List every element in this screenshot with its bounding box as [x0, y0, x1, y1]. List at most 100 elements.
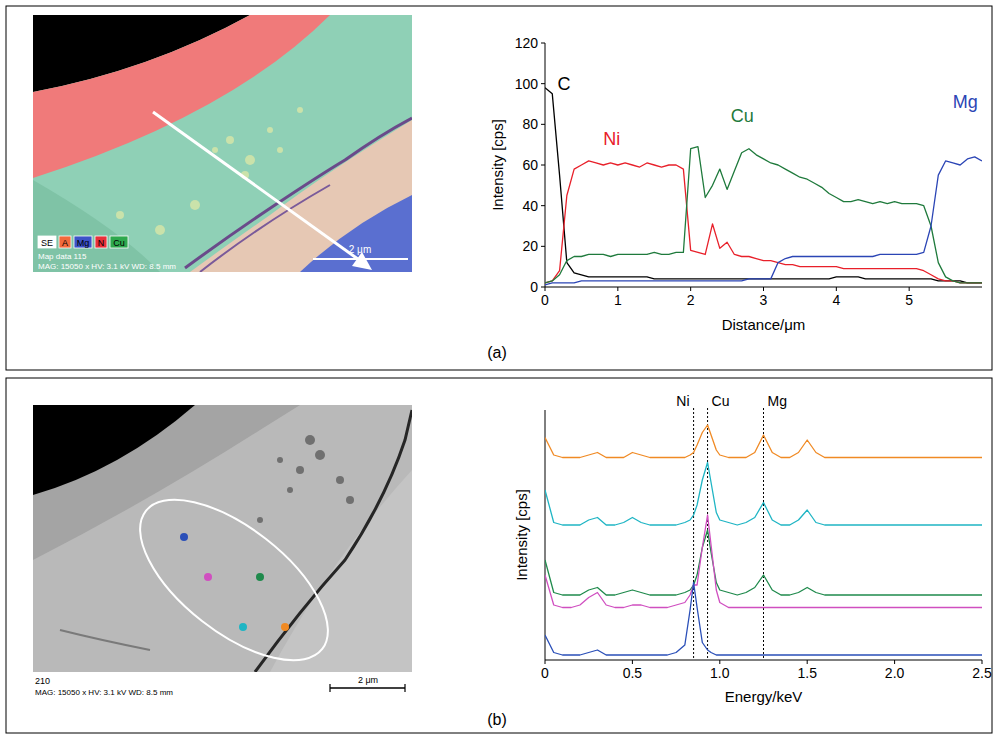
micrograph-b: 210 MAG: 15050 x HV: 3.1 kV WD: 8.5 mm 2 μ… — [33, 405, 412, 697]
series-label: Cu — [731, 106, 754, 126]
crack — [185, 118, 412, 268]
arrow-line — [153, 112, 362, 262]
analysis-spot — [180, 533, 188, 541]
scale-bar-label: 2 μm — [349, 244, 371, 255]
scale-bar — [330, 687, 405, 689]
caption: Map data 115 — [38, 252, 87, 261]
series-line — [545, 583, 982, 656]
scale-bar-label: 2 μm — [358, 675, 378, 685]
image-ground — [33, 15, 412, 272]
reference-line — [693, 408, 694, 660]
y-tick — [541, 83, 545, 84]
map-legend-box — [38, 236, 56, 248]
x-tick — [763, 287, 764, 291]
analysis-spot — [281, 623, 289, 631]
speck — [212, 147, 218, 153]
scale-bar — [313, 258, 408, 260]
speck — [305, 435, 315, 445]
y-axis-title: Intensity [cps] — [489, 119, 506, 211]
region-light — [33, 405, 412, 672]
image-ground — [33, 405, 412, 672]
x-tick-label: 2 — [687, 292, 695, 308]
region-red — [33, 15, 330, 178]
x-tick-label: 2.0 — [885, 665, 905, 681]
series-label: Ni — [603, 129, 620, 149]
speck — [296, 466, 304, 474]
x-tick — [807, 660, 808, 664]
x-tick-label: 0 — [541, 292, 549, 308]
caption: 210 — [35, 676, 50, 686]
y-tick — [541, 205, 545, 206]
info: MAG: 15050 x HV: 3.1 kV WD: 8.5 mm — [35, 688, 173, 697]
series-line — [545, 88, 982, 283]
y-tick — [541, 246, 545, 247]
chart: 012345020406080100120CNiCuMgIntensity [c… — [489, 35, 982, 333]
micrograph-a: SEAMgNCuMap data 115MAG: 15050 x HV: 3.1… — [33, 15, 412, 272]
crack — [200, 185, 330, 272]
x-axis-title: Energy/keV — [725, 688, 803, 705]
x-tick — [617, 287, 618, 291]
series-line — [545, 147, 982, 283]
y-tick — [541, 165, 545, 166]
reference-label: Cu — [712, 393, 730, 409]
analysis-spot — [239, 623, 247, 631]
plot-lines — [545, 425, 982, 655]
map-legend-box — [95, 236, 107, 248]
x-tick — [836, 287, 837, 291]
micrograph-b-image — [33, 405, 412, 672]
speck — [267, 127, 273, 133]
speck — [245, 155, 255, 165]
y-tick-label: 120 — [515, 35, 539, 51]
plot-lines — [545, 88, 982, 285]
region-outline — [114, 470, 355, 672]
reference-line — [763, 408, 764, 660]
map-legend-label: SE — [41, 238, 53, 248]
map-legend-label: Mg — [77, 238, 90, 248]
speck — [277, 147, 283, 153]
series-line — [545, 425, 982, 458]
y-tick-label: 20 — [522, 238, 538, 254]
scale-bar-end — [329, 684, 330, 692]
x-tick — [909, 287, 910, 291]
speck — [155, 225, 165, 235]
chart: 00.51.01.52.02.5NiCuMgIntensity [cps]Ene… — [513, 393, 992, 705]
map-legend-box — [110, 236, 128, 248]
speck — [315, 450, 325, 460]
reference-label: Mg — [768, 393, 787, 409]
x-tick-label: 4 — [832, 292, 840, 308]
y-tick — [541, 287, 545, 288]
x-tick — [982, 660, 983, 664]
reference-label: Ni — [676, 393, 689, 409]
figure: SEAMgNCuMap data 115MAG: 15050 x HV: 3.1… — [0, 0, 998, 739]
series-line — [545, 463, 982, 526]
region-green — [33, 15, 412, 272]
map-legend-box — [59, 236, 71, 248]
speck — [190, 200, 200, 210]
speck — [297, 107, 303, 113]
x-tick-label: 0.5 — [623, 665, 643, 681]
region-lighter — [270, 470, 412, 672]
y-axis — [545, 410, 546, 660]
x-tick-label: 0 — [541, 665, 549, 681]
y-tick-label: 100 — [515, 76, 539, 92]
analysis-spot — [204, 573, 212, 581]
y-tick — [541, 124, 545, 125]
speck — [277, 457, 283, 463]
y-tick-label: 40 — [522, 198, 538, 214]
panel-frame — [6, 6, 992, 370]
region-blue — [300, 195, 412, 272]
speck — [287, 487, 293, 493]
map-legend-box — [74, 236, 92, 248]
x-tick — [545, 287, 546, 291]
x-tick-label: 2.5 — [972, 665, 992, 681]
y-axis-title: Intensity [cps] — [513, 489, 530, 581]
analysis-spot — [256, 573, 264, 581]
region-black — [33, 405, 195, 495]
panel-frame — [6, 378, 992, 733]
panel-label: (b) — [487, 711, 507, 728]
x-tick — [719, 660, 720, 664]
series-label: Mg — [953, 92, 978, 112]
x-tick-label: 5 — [905, 292, 913, 308]
series-line — [545, 530, 982, 595]
info: MAG: 15050 x HV: 3.1 kV WD: 8.5 mm — [38, 262, 176, 271]
